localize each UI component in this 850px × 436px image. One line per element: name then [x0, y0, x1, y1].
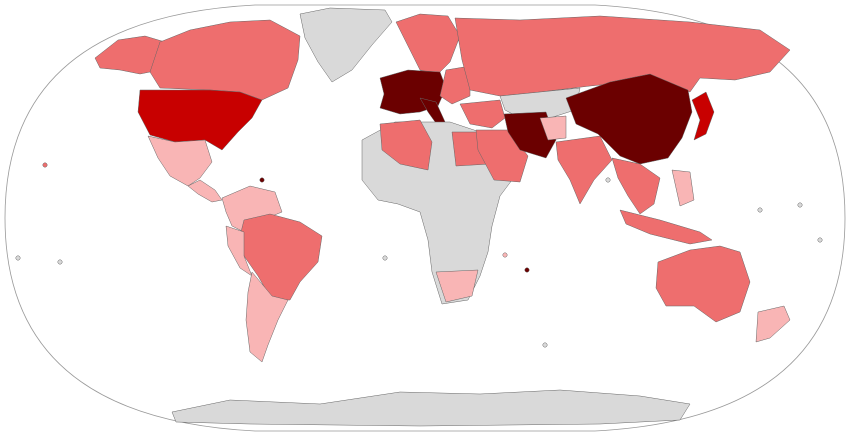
- island: [382, 255, 388, 261]
- island: [797, 202, 803, 208]
- region: [459, 99, 506, 129]
- region: [691, 91, 715, 141]
- island: [524, 267, 530, 273]
- regions: [15, 7, 823, 427]
- region: [395, 13, 461, 75]
- island: [42, 162, 48, 168]
- region: [149, 19, 301, 101]
- region: [435, 269, 479, 303]
- region: [171, 389, 691, 427]
- region: [755, 305, 791, 343]
- region: [555, 135, 613, 205]
- island: [817, 237, 823, 243]
- region: [137, 89, 263, 151]
- region: [379, 119, 433, 171]
- island: [259, 177, 265, 183]
- region: [655, 245, 751, 323]
- region: [611, 157, 661, 215]
- region: [245, 271, 289, 363]
- region: [565, 73, 693, 165]
- island: [502, 252, 508, 258]
- region: [539, 115, 567, 141]
- region: [147, 135, 213, 187]
- region: [619, 209, 713, 245]
- island: [605, 177, 611, 183]
- region: [499, 87, 581, 119]
- region: [299, 7, 393, 83]
- island: [757, 207, 763, 213]
- island: [15, 255, 21, 261]
- region: [671, 169, 695, 207]
- region: [454, 15, 791, 97]
- island: [57, 259, 63, 265]
- island: [542, 342, 548, 348]
- region: [187, 179, 223, 203]
